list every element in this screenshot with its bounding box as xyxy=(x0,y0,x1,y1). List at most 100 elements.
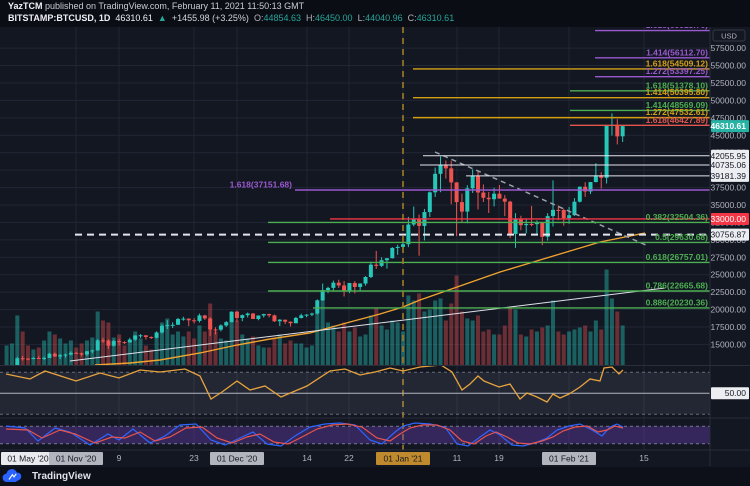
volume-bar xyxy=(176,331,181,366)
volume-bar xyxy=(267,347,272,366)
volume-bar xyxy=(599,329,604,366)
candle-body xyxy=(384,258,389,261)
volume-bar xyxy=(609,298,614,366)
candlesticks xyxy=(11,113,625,366)
candle-body xyxy=(79,353,84,355)
time-date-label: 01 Jan '21 xyxy=(384,454,423,464)
time-date-box xyxy=(376,452,430,465)
fib-label: 1.414(56112.70) xyxy=(646,47,708,57)
candle-body xyxy=(486,197,491,200)
candle-body xyxy=(68,352,73,355)
candle-body xyxy=(572,201,577,216)
candle-body xyxy=(454,182,459,203)
fib-label: 1.618(46427.89) xyxy=(646,115,709,125)
tradingview-brand[interactable]: TradingView xyxy=(32,471,91,482)
volume-bar xyxy=(342,322,347,366)
candle-body xyxy=(374,264,379,266)
candle-body xyxy=(545,216,550,237)
price-tick-label: 50000.00 xyxy=(711,95,747,105)
ascending-support-trendline xyxy=(69,287,666,362)
volume-bar xyxy=(277,334,282,366)
volume-bar xyxy=(245,338,250,366)
volume-bar xyxy=(320,298,325,366)
candle-body xyxy=(368,264,373,278)
volume-bar xyxy=(347,331,352,366)
stoch-k-line xyxy=(5,422,624,447)
time-tick-label: 15 xyxy=(639,453,649,463)
volume-bar xyxy=(251,336,256,366)
candle-body xyxy=(336,282,341,286)
volume-bar xyxy=(192,338,197,366)
volume-bar xyxy=(309,345,314,366)
volume-bar xyxy=(368,315,373,366)
fib-label: 1.414(50395.80) xyxy=(646,87,709,97)
candle-body xyxy=(352,283,357,287)
candle-body xyxy=(58,355,63,357)
candle-body xyxy=(277,319,282,322)
volume-bar xyxy=(572,329,577,366)
volume-bar xyxy=(422,311,427,366)
candle-body xyxy=(127,339,132,343)
fib-label: 0.5(29630.68) xyxy=(655,232,708,242)
volume-bar xyxy=(186,331,191,366)
candle-body xyxy=(449,168,454,183)
volume-bar xyxy=(497,334,502,366)
price-tick-label: 55000.00 xyxy=(711,61,747,71)
volume-bar xyxy=(234,320,239,366)
volume-bar xyxy=(283,343,288,366)
stoch-d-line xyxy=(5,423,624,445)
time-date-label: 01 May '20 xyxy=(7,454,49,464)
candle-body xyxy=(106,340,111,346)
time-date-box xyxy=(210,452,264,465)
volume-bar xyxy=(545,325,550,366)
candle-body xyxy=(95,340,100,351)
usd-unit-label[interactable]: USD xyxy=(721,32,737,41)
fib-label: 1.272(47532.61) xyxy=(646,107,709,117)
candle-body xyxy=(165,325,170,327)
volume-bar xyxy=(170,334,175,366)
candle-body xyxy=(197,315,202,321)
volume-bar xyxy=(593,320,598,366)
candle-body xyxy=(347,283,352,291)
volume-bar xyxy=(583,325,588,366)
price-tick-label: 15000.00 xyxy=(711,339,747,349)
tradingview-logo-icon[interactable] xyxy=(0,468,26,485)
candle-body xyxy=(492,193,497,200)
candle-body xyxy=(465,188,470,212)
volume-bar xyxy=(149,349,154,366)
candle-body xyxy=(101,340,106,342)
candle-body xyxy=(406,224,411,245)
volume-bar xyxy=(508,307,513,366)
rsi-pane xyxy=(0,366,710,415)
volume-bar xyxy=(502,325,507,366)
volume-bar xyxy=(117,334,122,366)
candle-body xyxy=(181,318,186,320)
volume-bar xyxy=(293,343,298,366)
current-price-label: 46310.61 xyxy=(711,121,747,131)
time-tick-label: 23 xyxy=(189,453,199,463)
candle-body xyxy=(15,358,20,366)
candle-body xyxy=(117,341,122,343)
volume-bar xyxy=(133,331,138,366)
volume-bar xyxy=(620,325,625,366)
author-name: YazTCM xyxy=(8,1,43,11)
volume-bar xyxy=(540,327,545,366)
volume-bar xyxy=(492,334,497,366)
candle-body xyxy=(192,320,197,322)
volume-bar xyxy=(363,334,368,366)
volume-bar xyxy=(417,293,422,366)
candle-body xyxy=(84,351,89,355)
candle-body xyxy=(229,311,234,323)
candle-body xyxy=(224,322,229,326)
volume-bar xyxy=(224,340,229,366)
time-tick-label: 19 xyxy=(494,453,504,463)
candle-body xyxy=(138,335,143,337)
price-tick-label: 57500.00 xyxy=(711,43,747,53)
ma-line-orange xyxy=(94,232,646,366)
candle-body xyxy=(427,192,432,213)
volume-bar xyxy=(465,318,470,366)
volume-bar xyxy=(15,315,20,366)
volume-bar xyxy=(181,336,186,366)
candle-body xyxy=(508,201,513,234)
